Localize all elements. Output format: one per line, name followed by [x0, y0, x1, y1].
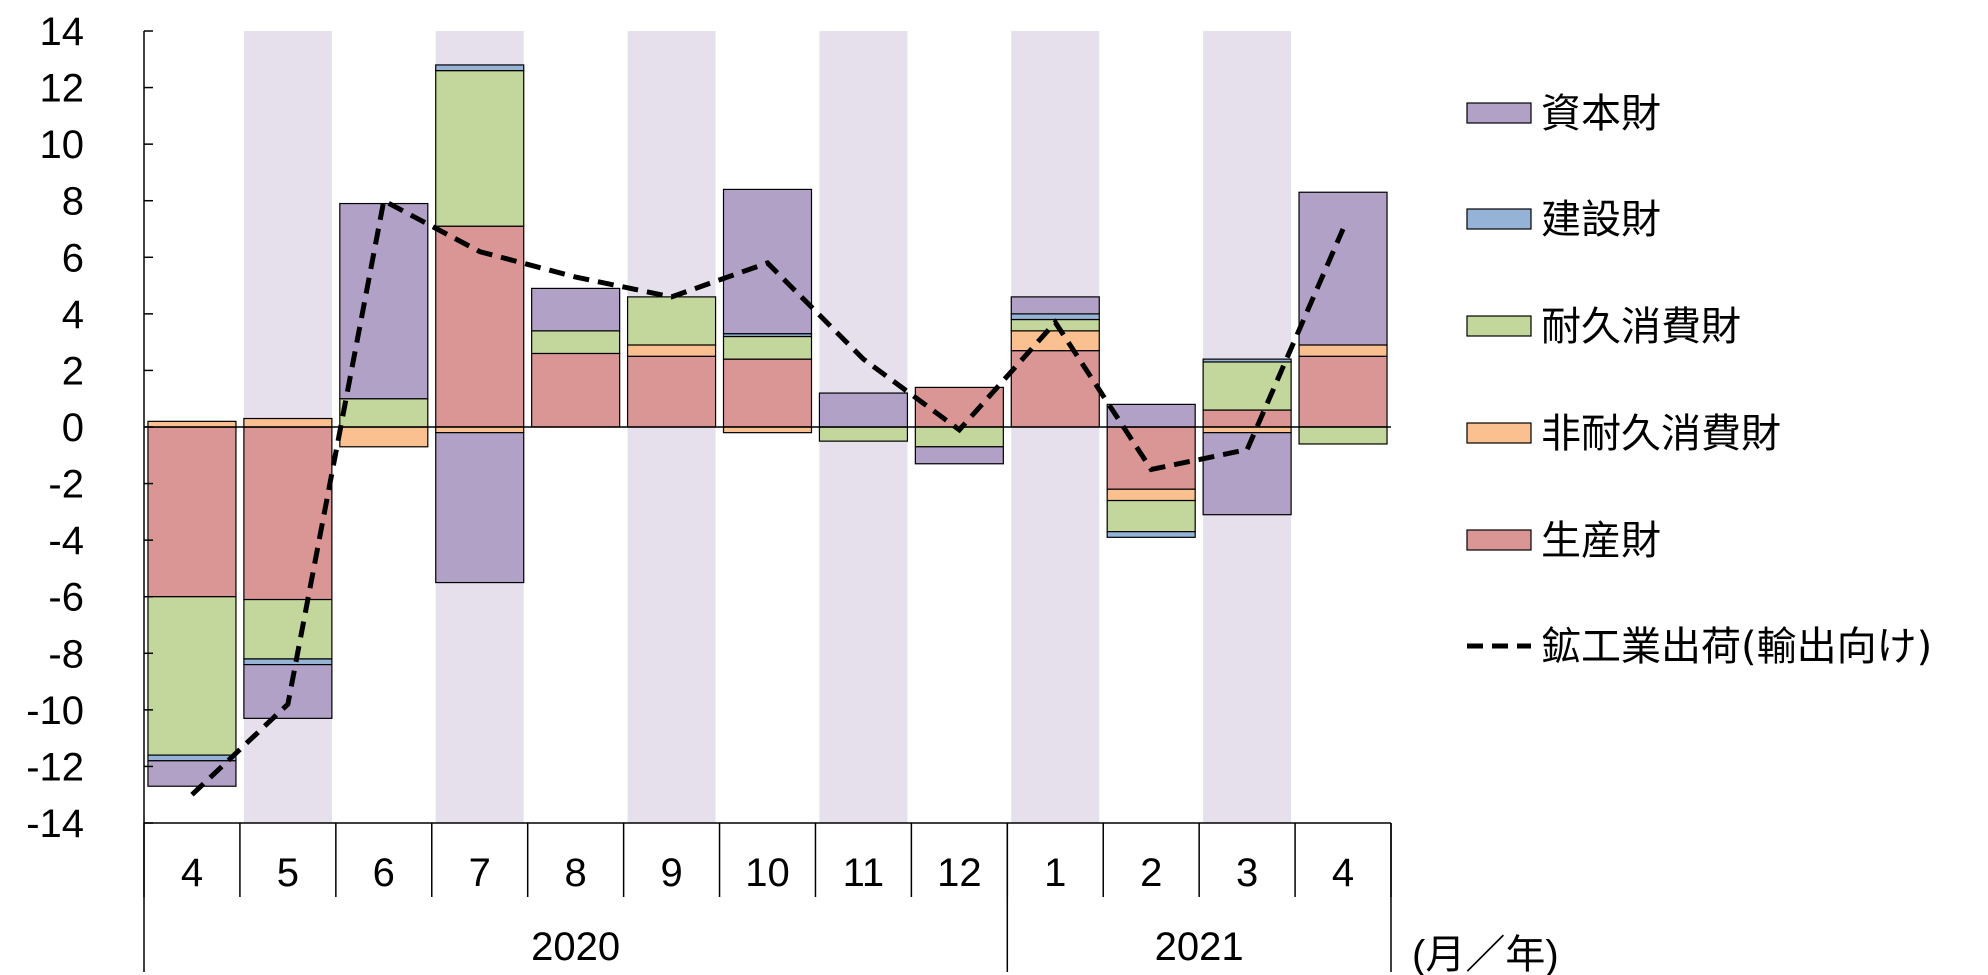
y-tick-label: 10 [40, 123, 85, 167]
bar-segment [243, 417, 333, 428]
bar-segment [243, 426, 333, 601]
legend-swatch [1466, 529, 1532, 551]
y-tick-label: -12 [26, 745, 84, 789]
bar-segment [1202, 426, 1292, 434]
bar-segment [1202, 361, 1292, 411]
export-shipments-line [190, 196, 1346, 797]
bar-segment [1106, 531, 1196, 538]
bar-segment [1298, 426, 1388, 445]
bar-segment [626, 344, 717, 357]
y-tick-label: 4 [62, 293, 84, 337]
bar-segment [1010, 350, 1100, 428]
bar-segment [435, 432, 525, 584]
legend-label: 生産財 [1541, 518, 1661, 564]
bar-segment [435, 426, 525, 434]
y-tick-labels: 14 12 10 8 6 4 2 0 -2 -4 -6 -8 -10 -12 -14 [26, 10, 84, 846]
x-tick-label: 7 [469, 851, 491, 895]
x-tick-label: 8 [565, 851, 587, 895]
bar-segment [1106, 499, 1196, 533]
bar-segment [147, 426, 237, 598]
bar-segment [243, 663, 333, 719]
legend-swatch [1466, 315, 1532, 337]
x-tick-label: 10 [745, 851, 790, 895]
bar-segment [435, 69, 525, 227]
legend-label: 建設財 [1541, 197, 1661, 243]
y-tick-label: 8 [62, 180, 84, 224]
y-tick-label: 2 [62, 349, 84, 393]
x-tick-label: 4 [181, 851, 203, 895]
bar-segment [339, 426, 429, 448]
legend-label: 耐久消費財 [1541, 304, 1741, 350]
y-tick-label: -6 [48, 576, 84, 620]
x-tick-label: 3 [1236, 851, 1258, 895]
bar-segment [1106, 426, 1196, 490]
bar-segment [531, 352, 621, 428]
axes [143, 30, 1392, 972]
bar-segment [1202, 432, 1292, 516]
y-tick-label: 0 [62, 406, 84, 450]
bar-segment [339, 202, 429, 400]
legend-swatch [1466, 102, 1532, 124]
x-unit-label: (月／年) [1412, 933, 1559, 975]
y-tick-label: -2 [48, 463, 84, 507]
bar-segment [1010, 330, 1100, 352]
x-tick-label: 12 [937, 851, 982, 895]
year-label: 2020 [531, 925, 620, 969]
bar-segment [722, 335, 813, 360]
y-tick-label: 12 [40, 67, 85, 111]
bar-segment [626, 355, 717, 428]
bar-segment [914, 446, 1004, 465]
bars [147, 64, 1388, 787]
x-tick-label: 5 [277, 851, 299, 895]
bar-segment [147, 760, 237, 787]
bar-segment [435, 64, 525, 72]
x-tick-label: 1 [1044, 851, 1066, 895]
x-tick-label: 6 [373, 851, 395, 895]
y-tick-label: -14 [26, 802, 84, 846]
bar-segment [1202, 358, 1292, 363]
bar-segment [1298, 191, 1388, 346]
year-label: 2021 [1155, 925, 1244, 969]
bar-segment [1298, 355, 1388, 428]
bar-segment [435, 225, 525, 428]
bar-segment [531, 287, 621, 332]
x-tick-label: 2 [1140, 851, 1162, 895]
bar-segment [243, 658, 333, 666]
bar-segment [147, 420, 237, 428]
y-tick-label: 14 [40, 10, 85, 54]
bar-segment [818, 392, 909, 428]
bar-segment [1106, 403, 1196, 428]
bar-segment [1010, 296, 1100, 315]
bar-segment [626, 296, 717, 346]
bar-segment [818, 426, 909, 442]
bar-segment [339, 398, 429, 428]
legend-label: 非耐久消費財 [1541, 411, 1781, 457]
y-tick-label: -4 [48, 519, 84, 563]
bar-segment [531, 330, 621, 355]
y-tick-label: -8 [48, 632, 84, 676]
bar-segment [243, 598, 333, 660]
bar-segment [722, 426, 813, 434]
legend-swatch [1466, 422, 1532, 444]
bar-segment [722, 358, 813, 428]
legend-label: 鉱工業出荷(輸出向け) [1541, 624, 1932, 670]
bar-segment [1298, 344, 1388, 357]
bar-segment [1202, 409, 1292, 428]
x-tick-label: 4 [1332, 851, 1354, 895]
x-tick-label: 11 [843, 851, 885, 895]
legend-label: 資本財 [1541, 91, 1661, 137]
legend-swatch [1466, 208, 1532, 230]
x-tick-label: 9 [660, 851, 682, 895]
bar-segment [1106, 488, 1196, 502]
y-tick-label: 6 [62, 236, 84, 280]
y-tick-label: -10 [26, 689, 84, 733]
bar-segment [147, 596, 237, 756]
bar-segment [147, 754, 237, 762]
line-series [190, 196, 1346, 797]
